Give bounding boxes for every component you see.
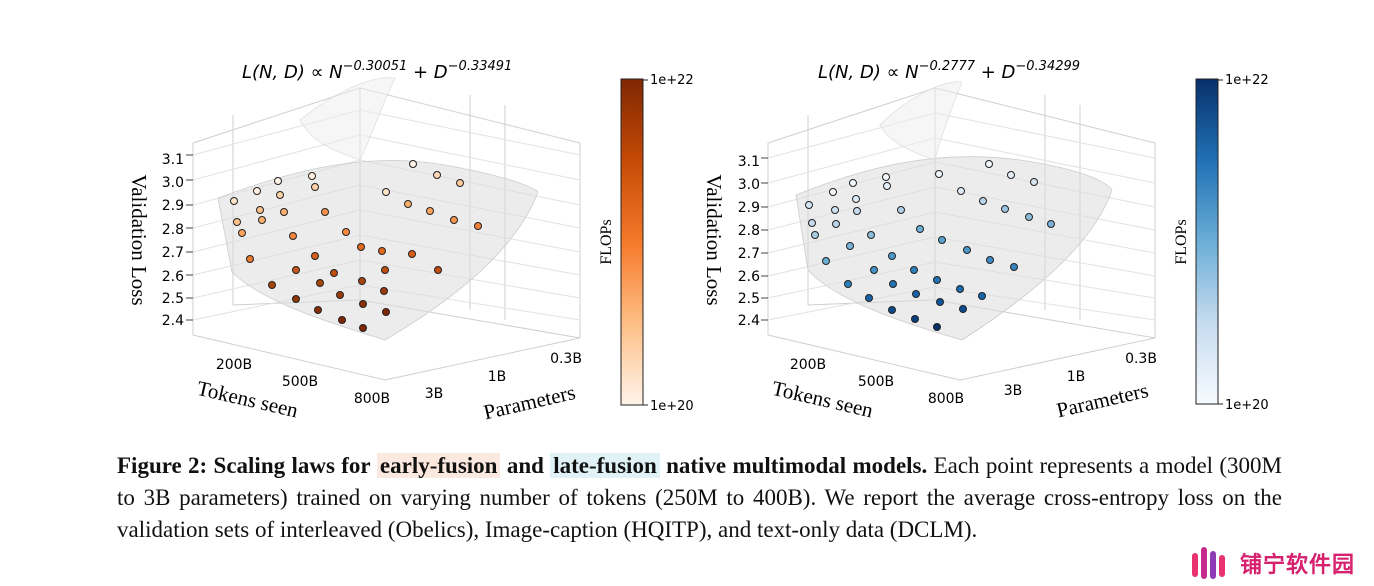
watermark-text: 铺宁软件园 [1240,553,1356,578]
z-tick-label: 3.1 [738,154,760,170]
z-tick-label: 2.7 [738,246,760,262]
x-tick-label: 500B [282,374,318,390]
z-tick-label: 2.8 [738,223,760,239]
watermark-logo-icon [1192,547,1225,579]
z-tick-label: 2.8 [162,222,184,238]
z-tick-labels: 2.4 2.5 2.6 2.7 2.8 2.9 3.0 3.1 [738,154,760,329]
fitted-surface [217,160,539,341]
z-tick-label: 3.0 [162,175,184,191]
figure-canvas: L(N, D) ∝ N−0.30051 + D−0.33491 [127,59,1269,424]
caption-tail: native multimodal models. [666,453,928,478]
z-tick-label: 2.5 [162,291,184,307]
caption-late-fusion: late-fusion [550,453,660,478]
caption-body: Each point represents a model (300M to 3… [117,453,1282,542]
y-tick-label: 1B [1067,369,1086,385]
colorbar-max-label: 1e+22 [1225,73,1269,88]
chart-title: L(N, D) ∝ N−0.2777 + D−0.34299 [818,59,1080,83]
z-tick-label: 2.7 [162,245,184,261]
x-tick-labels: 200B 500B 800B [216,357,390,407]
colorbar-label: FLOPs [1173,219,1190,264]
z-axis-label: Validation Loss [127,174,151,305]
caption-early-fusion: early-fusion [376,453,501,478]
y-tick-label: 1B [488,369,507,385]
surface-back-sheet [299,77,396,161]
y-tick-label: 3B [1004,383,1023,399]
x-tick-label: 200B [790,357,826,373]
z-tick-label: 2.4 [162,313,184,329]
z-tick-label: 2.6 [738,269,760,285]
x-tick-labels: 200B 500B 800B [790,357,964,407]
fitted-surface [795,156,1113,341]
watermark: 铺宁软件园 [1186,540,1374,586]
colorbar-label: FLOPs [598,219,615,264]
z-tick-label: 2.4 [738,313,760,329]
x-tick-label: 800B [354,391,390,407]
z-axis-label: Validation Loss [702,174,726,305]
early-fusion-plot: L(N, D) ∝ N−0.30051 + D−0.33491 [127,59,694,424]
z-tick-label: 3.1 [162,152,184,168]
late-fusion-plot: L(N, D) ∝ N−0.2777 + D−0.34299 [702,59,1269,423]
z-tick-label: 2.6 [162,269,184,285]
x-tick-label: 200B [216,357,252,373]
colorbar-min-label: 1e+20 [650,399,694,414]
z-tick-label: 2.9 [162,198,184,214]
z-ticks [761,157,768,321]
scatter-points [230,160,482,332]
x-tick-label: 800B [928,391,964,407]
colorbar: 1e+22 1e+20 FLOPs [598,73,694,414]
chart-title: L(N, D) ∝ N−0.30051 + D−0.33491 [242,59,512,83]
x-tick-label: 500B [858,374,894,390]
colorbar: 1e+22 1e+20 FLOPs [1173,73,1269,413]
z-tick-label: 2.9 [738,200,760,216]
y-axis-label: Parameters [481,380,577,424]
caption-lead: Figure 2: Scaling laws for [117,453,371,478]
figure-caption: Figure 2: Scaling laws for early-fusion … [117,450,1282,546]
y-tick-labels: 0.3B 1B 3B [425,351,582,402]
caption-and: and [506,453,544,478]
scatter-points [805,160,1055,331]
y-tick-labels: 0.3B 1B 3B [1004,351,1157,399]
y-tick-label: 0.3B [550,351,582,367]
z-ticks [186,154,193,321]
z-tick-label: 3.0 [738,177,760,193]
z-tick-label: 2.5 [738,291,760,307]
y-tick-label: 0.3B [1125,351,1157,367]
surface-back-sheet [879,81,963,161]
z-tick-labels: 2.4 2.5 2.6 2.7 2.8 2.9 3.0 3.1 [162,152,184,329]
y-tick-label: 3B [425,386,444,402]
colorbar-max-label: 1e+22 [650,73,694,88]
colorbar-min-label: 1e+20 [1225,398,1269,413]
